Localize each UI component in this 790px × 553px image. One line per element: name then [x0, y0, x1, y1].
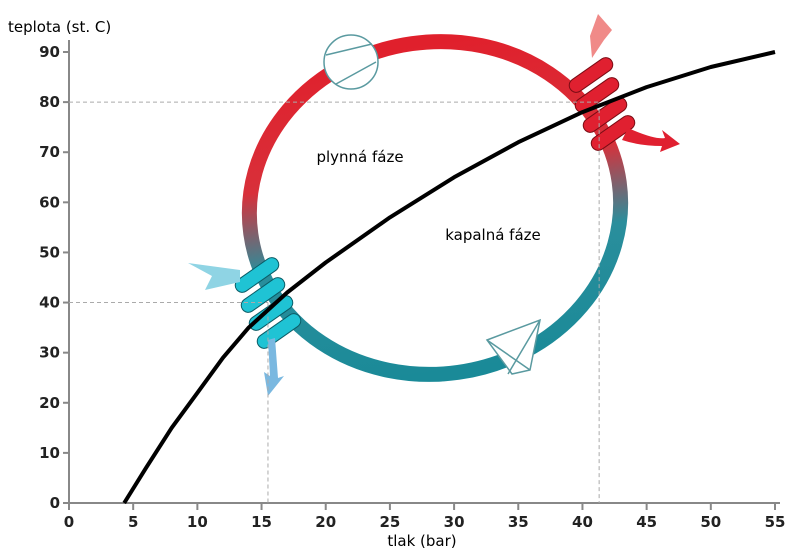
x-axis-label: tlak (bar) — [387, 532, 456, 550]
y-tick-label: 70 — [39, 143, 60, 161]
expansion-valve-line — [486, 319, 541, 375]
y-tick-label: 0 — [50, 494, 60, 512]
x-tick-label: 45 — [636, 513, 657, 531]
y-tick-label: 20 — [39, 394, 60, 412]
condenser-coil — [568, 57, 636, 151]
x-tick-label: 20 — [315, 513, 336, 531]
x-tick-label: 30 — [444, 513, 465, 531]
annotation: kapalná fáze — [445, 226, 541, 244]
x-tick-label: 35 — [508, 513, 529, 531]
line — [122, 50, 776, 505]
heat-in-arrow — [188, 263, 240, 290]
cycle-diagram — [188, 14, 680, 396]
x-tick-label: 50 — [700, 513, 721, 531]
x-tick-label: 55 — [765, 513, 786, 531]
y-tick-label: 90 — [39, 43, 60, 61]
x-tick-label: 10 — [187, 513, 208, 531]
cycle-ring — [241, 34, 629, 382]
x-tick-label: 5 — [128, 513, 138, 531]
compressor — [323, 34, 379, 90]
x-tick-label: 25 — [379, 513, 400, 531]
heat-out-arrow — [622, 128, 680, 152]
y-axis-label: teplota (st. C) — [8, 18, 111, 36]
heat-in-arrow — [264, 338, 284, 396]
y-tick-label: 50 — [39, 243, 60, 261]
y-tick-label: 30 — [39, 344, 60, 362]
y-tick-label: 80 — [39, 93, 60, 111]
x-tick-label: 0 — [64, 513, 74, 531]
y-tick-label: 10 — [39, 444, 60, 462]
y-tick-label: 60 — [39, 193, 60, 211]
annotation: plynná fáze — [316, 148, 403, 166]
compressor-line — [335, 61, 377, 85]
y-tick-label: 40 — [39, 294, 60, 312]
x-tick-label: 40 — [572, 513, 593, 531]
heat-out-arrow — [590, 14, 612, 58]
compressor-line — [325, 43, 373, 56]
x-tick-label: 15 — [251, 513, 272, 531]
